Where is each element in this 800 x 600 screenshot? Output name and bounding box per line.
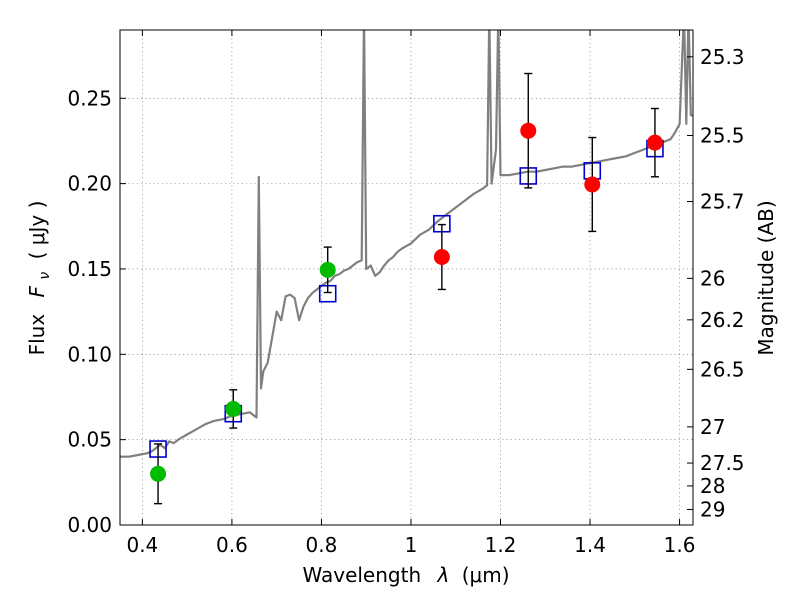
y-axis-title-unit: ( μJy )	[25, 201, 49, 260]
observed-photometry-point	[319, 261, 336, 278]
x-axis-title-symbol: λ	[437, 563, 450, 587]
plot-frame	[119, 29, 694, 526]
observed-photometry-point	[433, 249, 450, 266]
y-tick-label: 0.05	[67, 428, 112, 452]
y-tick-label: 0.00	[67, 513, 112, 537]
errorbars	[150, 72, 663, 505]
plot-area	[120, 30, 693, 525]
x-tick-label: 0.8	[306, 533, 338, 557]
y-tick-label: 0.25	[67, 86, 112, 110]
right-tick-label: 25.3	[700, 45, 745, 69]
right-tick-label: 28	[700, 474, 725, 498]
right-tick-label: 25.7	[700, 190, 745, 214]
x-tick-label: 1	[405, 533, 418, 557]
right-tick-label: 27.5	[700, 451, 745, 475]
y-axis-title-prefix: Flux	[25, 314, 49, 356]
y-axis-title-symbol: F	[25, 285, 49, 297]
right-tick-label: 29	[700, 497, 725, 521]
y-tick-label: 0.15	[67, 257, 112, 281]
right-tick-label: 27	[700, 415, 725, 439]
observed-photometry-point	[584, 176, 601, 193]
y-tick-label: 0.20	[67, 172, 112, 196]
y-tick-label: 0.10	[67, 342, 112, 366]
right-tick-label: 26.5	[700, 357, 745, 381]
right-tick-label: 26.2	[700, 308, 745, 332]
x-axis-title: Wavelength λ (μm)	[302, 563, 509, 587]
x-tick-label: 0.4	[126, 533, 158, 557]
observed-photometry-point	[150, 465, 167, 482]
x-axis-title-prefix: Wavelength	[302, 563, 421, 587]
right-axis-title: Magnitude (AB)	[754, 200, 778, 355]
ticks: 0.4 0.6 0.8 1 1.2 1.4 1.6 0.00 0.05 0.10 0.15 0.20 0…	[67, 30, 745, 557]
x-axis-title-unit: (μm)	[462, 563, 510, 587]
right-tick-label: 25.5	[700, 123, 745, 147]
x-tick-label: 1.4	[574, 533, 606, 557]
right-tick-label: 26	[700, 266, 725, 290]
observed-photometry-point	[225, 400, 242, 417]
x-tick-label: 0.6	[216, 533, 248, 557]
x-tick-label: 1.6	[664, 533, 696, 557]
observed-photometry-point	[520, 122, 537, 139]
y-axis-title-subscript: ν	[37, 272, 53, 280]
observed-photometry-point	[646, 134, 663, 151]
y-axis-title: Flux F ν ( μJy )	[25, 201, 54, 356]
x-tick-label: 1.2	[485, 533, 517, 557]
